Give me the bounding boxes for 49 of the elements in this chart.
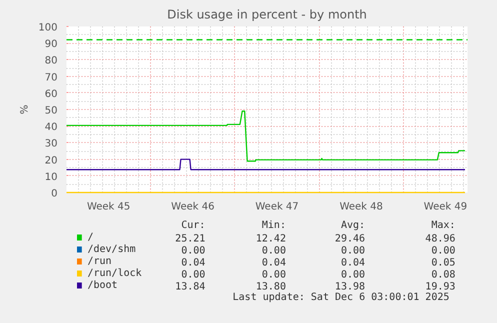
text: 0.05 — [431, 258, 456, 268]
text: 13.98 — [334, 282, 366, 292]
legend-label: / — [87, 232, 94, 243]
text: 0.04 — [262, 258, 286, 268]
text: 12.42 — [256, 234, 286, 244]
x-tick-label: Week 49 — [424, 202, 468, 212]
chart-title: Disk usage in percent - by month — [167, 8, 367, 22]
text: 0.00 — [262, 270, 286, 280]
legend-label: /run — [87, 256, 112, 267]
legend-label: /run/lock — [87, 268, 142, 279]
y-tick-label: 70 — [44, 72, 58, 84]
y-tick-label: 60 — [44, 88, 58, 100]
y-tick-label: 0 — [51, 188, 58, 200]
text: 13.84 — [175, 282, 206, 292]
text: 48.96 — [425, 234, 456, 244]
text: 0.08 — [431, 270, 456, 280]
line-series — [66, 110, 466, 162]
text: 0.00 — [340, 246, 366, 256]
text: Min: — [262, 220, 286, 231]
text: 0.00 — [340, 270, 366, 280]
x-tick-label: Week 48 — [340, 202, 383, 212]
y-axis-title: % — [19, 104, 30, 114]
y-tick-label: 90 — [44, 39, 58, 50]
text: Cur: — [181, 220, 206, 231]
y-tick-label: 80 — [44, 56, 58, 67]
text: 0.00 — [431, 246, 456, 256]
text: 0.00 — [181, 246, 206, 256]
text: 13.80 — [256, 282, 286, 292]
y-tick-label: 10 — [44, 172, 58, 183]
text: 29.46 — [334, 234, 366, 244]
text: 0.04 — [340, 258, 366, 268]
y-tick-label: 20 — [44, 155, 58, 166]
legend-label: /dev/shm — [87, 244, 136, 255]
text: 25.21 — [175, 234, 206, 244]
text: 0.04 — [181, 258, 206, 268]
y-tick-label: 50 — [44, 106, 58, 116]
text: Max: — [431, 220, 456, 231]
y-tick-label: 100 — [38, 22, 58, 34]
text: 19.93 — [425, 282, 456, 292]
y-tick-label: 40 — [44, 122, 58, 134]
text: 0.00 — [181, 270, 206, 280]
x-tick-label: Week 46 — [171, 202, 214, 212]
y-tick-label: 30 — [44, 138, 58, 150]
x-tick-label: Week 47 — [255, 202, 299, 212]
x-tick-label: Week 45 — [86, 202, 130, 212]
text: Last update: Sat Dec 6 03:00:01 2025 — [232, 292, 450, 303]
legend-label: /boot — [87, 280, 118, 291]
text: Avg: — [340, 220, 366, 231]
text: 0.00 — [262, 246, 286, 256]
